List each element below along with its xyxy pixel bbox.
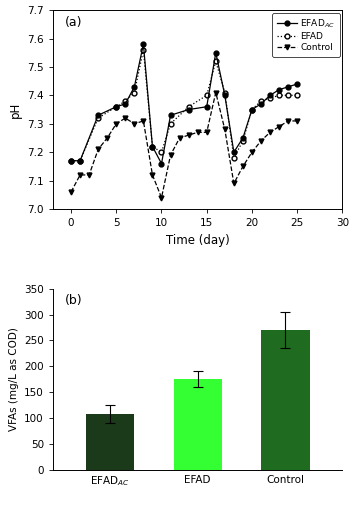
- EFAD$_{AC}$: [96, 112, 100, 118]
- EFAD$_{AC}$: [268, 92, 272, 98]
- X-axis label: Time (day): Time (day): [166, 234, 229, 246]
- Text: (a): (a): [65, 16, 82, 29]
- Control: [295, 118, 299, 124]
- Legend: EFAD$_{AC}$, EFAD, Control: EFAD$_{AC}$, EFAD, Control: [273, 13, 340, 57]
- EFAD$_{AC}$: [114, 104, 118, 110]
- EFAD: [114, 104, 118, 110]
- Control: [69, 189, 73, 195]
- EFAD: [132, 89, 137, 95]
- EFAD$_{AC}$: [214, 49, 218, 56]
- EFAD: [232, 155, 236, 161]
- EFAD: [96, 115, 100, 121]
- EFAD: [259, 98, 263, 104]
- Line: EFAD$_{AC}$: EFAD$_{AC}$: [68, 42, 300, 166]
- Control: [250, 149, 254, 155]
- EFAD$_{AC}$: [150, 143, 155, 149]
- EFAD: [150, 143, 155, 149]
- Line: Control: Control: [68, 90, 300, 200]
- Control: [186, 132, 191, 138]
- Control: [286, 118, 290, 124]
- Text: (b): (b): [65, 294, 82, 307]
- EFAD: [277, 92, 281, 98]
- Control: [132, 121, 137, 127]
- Control: [141, 118, 145, 124]
- Control: [168, 152, 173, 158]
- EFAD: [286, 92, 290, 98]
- EFAD$_{AC}$: [69, 158, 73, 164]
- EFAD$_{AC}$: [141, 41, 145, 47]
- Bar: [174, 379, 222, 470]
- EFAD: [160, 149, 164, 155]
- Control: [232, 180, 236, 186]
- Control: [277, 124, 281, 130]
- Control: [214, 89, 218, 95]
- EFAD: [141, 47, 145, 53]
- EFAD: [186, 104, 191, 110]
- EFAD: [250, 107, 254, 113]
- Control: [223, 126, 227, 132]
- Control: [196, 129, 200, 135]
- Control: [205, 129, 209, 135]
- EFAD: [123, 98, 127, 104]
- Control: [105, 135, 109, 141]
- EFAD$_{AC}$: [259, 101, 263, 107]
- Control: [160, 194, 164, 200]
- EFAD: [168, 121, 173, 127]
- Control: [150, 172, 155, 178]
- EFAD: [78, 158, 82, 164]
- Y-axis label: VFAs (mg/L as COD): VFAs (mg/L as COD): [8, 327, 19, 431]
- Control: [96, 146, 100, 153]
- EFAD$_{AC}$: [132, 84, 137, 90]
- EFAD: [295, 92, 299, 98]
- EFAD: [241, 138, 245, 144]
- EFAD$_{AC}$: [160, 161, 164, 167]
- Line: EFAD: EFAD: [68, 47, 300, 163]
- EFAD: [205, 92, 209, 98]
- EFAD$_{AC}$: [241, 135, 245, 141]
- Y-axis label: pH: pH: [9, 102, 22, 118]
- EFAD$_{AC}$: [250, 107, 254, 113]
- Control: [241, 164, 245, 170]
- EFAD$_{AC}$: [168, 112, 173, 118]
- Control: [114, 121, 118, 127]
- EFAD$_{AC}$: [186, 107, 191, 113]
- Control: [259, 138, 263, 144]
- Control: [87, 172, 91, 178]
- EFAD: [214, 58, 218, 64]
- EFAD$_{AC}$: [232, 149, 236, 155]
- Control: [268, 129, 272, 135]
- Bar: [261, 330, 310, 470]
- Bar: [86, 414, 134, 470]
- EFAD$_{AC}$: [295, 81, 299, 87]
- EFAD$_{AC}$: [286, 84, 290, 90]
- EFAD$_{AC}$: [277, 87, 281, 93]
- Control: [78, 172, 82, 178]
- Control: [123, 115, 127, 121]
- EFAD$_{AC}$: [123, 101, 127, 107]
- Control: [178, 135, 182, 141]
- EFAD$_{AC}$: [78, 158, 82, 164]
- EFAD$_{AC}$: [205, 104, 209, 110]
- EFAD: [69, 158, 73, 164]
- EFAD: [268, 95, 272, 101]
- EFAD$_{AC}$: [223, 92, 227, 98]
- EFAD: [223, 89, 227, 95]
